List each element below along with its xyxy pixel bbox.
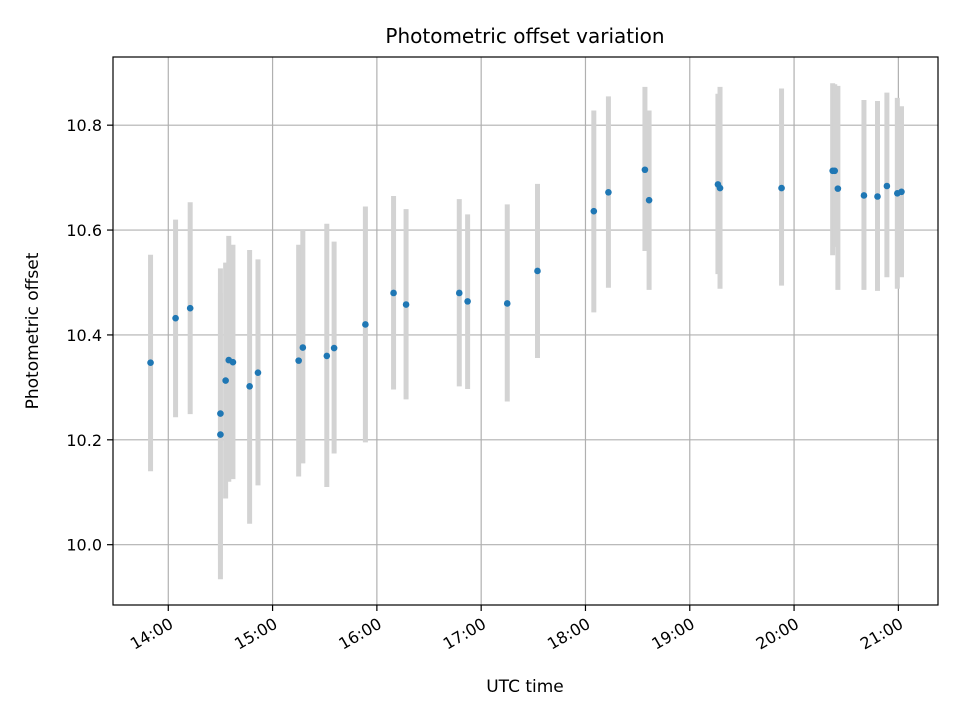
data-point [246, 383, 253, 390]
data-point [503, 300, 511, 307]
data-point [362, 321, 369, 328]
data-point [172, 314, 179, 322]
data-point [464, 298, 471, 305]
data-point [217, 410, 224, 417]
x-axis-label: UTC time [486, 677, 564, 697]
data-point [323, 352, 331, 360]
y-tick-label: 10.2 [66, 431, 102, 450]
y-axis-label: Photometric offset [23, 252, 43, 409]
data-point [534, 267, 541, 275]
data-point [299, 344, 307, 351]
data-point [222, 377, 229, 384]
data-point [217, 431, 224, 438]
data-point [898, 188, 905, 196]
data-point [883, 182, 891, 190]
y-tick-label: 10.4 [66, 326, 102, 345]
data-point [295, 357, 302, 364]
data-point [831, 167, 839, 175]
y-tick-label: 10.6 [66, 221, 102, 240]
data-point [605, 188, 612, 196]
data-point [834, 185, 842, 192]
data-point [402, 301, 410, 308]
data-point [641, 166, 649, 174]
data-point [186, 304, 194, 312]
y-axis-ticks: 10.0 10.2 10.4 10.6 10.8 [66, 116, 113, 555]
plot-frame [112, 56, 939, 606]
y-tick-label: 10.0 [66, 536, 102, 555]
y-tick-label: 10.8 [66, 116, 102, 135]
data-point [645, 196, 653, 204]
data-point [778, 184, 785, 192]
chart-title: Photometric offset variation [385, 24, 664, 48]
data-points [147, 166, 905, 438]
data-point [147, 359, 154, 367]
data-point [455, 289, 463, 297]
data-point [254, 369, 262, 376]
data-point [874, 193, 881, 200]
data-point [716, 184, 724, 192]
data-point [330, 344, 338, 352]
data-point [590, 207, 598, 215]
data-point [860, 192, 868, 199]
data-point [229, 358, 237, 366]
data-point [390, 289, 397, 297]
